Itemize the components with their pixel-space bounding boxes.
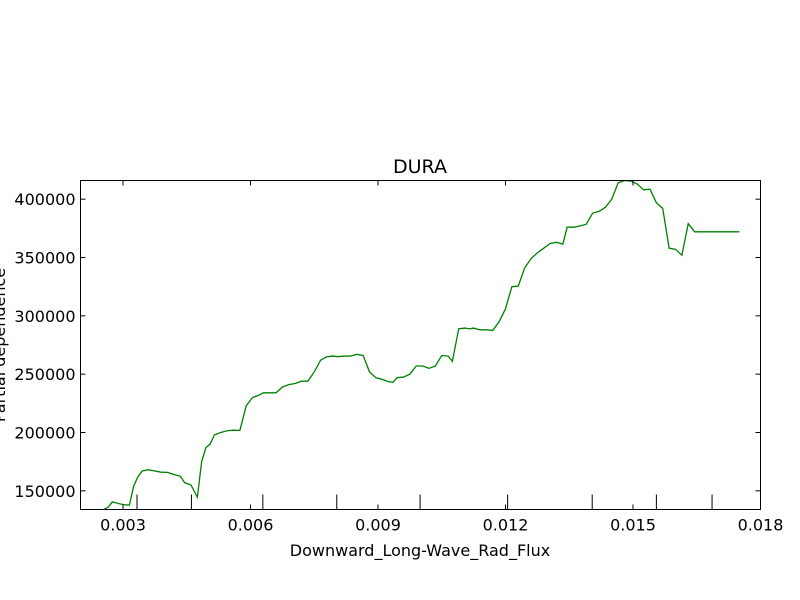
y-tick-label: 250000 <box>14 365 75 384</box>
series-line-0 <box>103 180 740 510</box>
y-axis-label: Partial dependence <box>0 268 9 422</box>
x-tick-label: 0.003 <box>100 516 146 535</box>
ticks-layer: 0.003 0.006 0.009 0.012 0.015 0.018 150000 2000… <box>14 180 784 535</box>
x-axis-label: Downward_Long-Wave_Rad_Flux <box>290 541 550 561</box>
x-tick-label: 0.012 <box>483 516 529 535</box>
y-tick-label: 150000 <box>14 482 75 501</box>
deciles-layer <box>136 494 713 510</box>
y-tick-label: 350000 <box>14 249 75 268</box>
series-layer <box>103 180 740 510</box>
y-tick-label: 300000 <box>14 307 75 326</box>
x-tick-label: 0.006 <box>228 516 274 535</box>
chart-title: DURA <box>393 156 447 178</box>
y-tick-label: 200000 <box>14 424 75 443</box>
x-tick-label: 0.009 <box>355 516 401 535</box>
y-tick-label: 400000 <box>14 190 75 209</box>
x-tick-label: 0.015 <box>610 516 656 535</box>
plot-frame <box>80 180 761 510</box>
x-tick-label: 0.018 <box>738 516 784 535</box>
